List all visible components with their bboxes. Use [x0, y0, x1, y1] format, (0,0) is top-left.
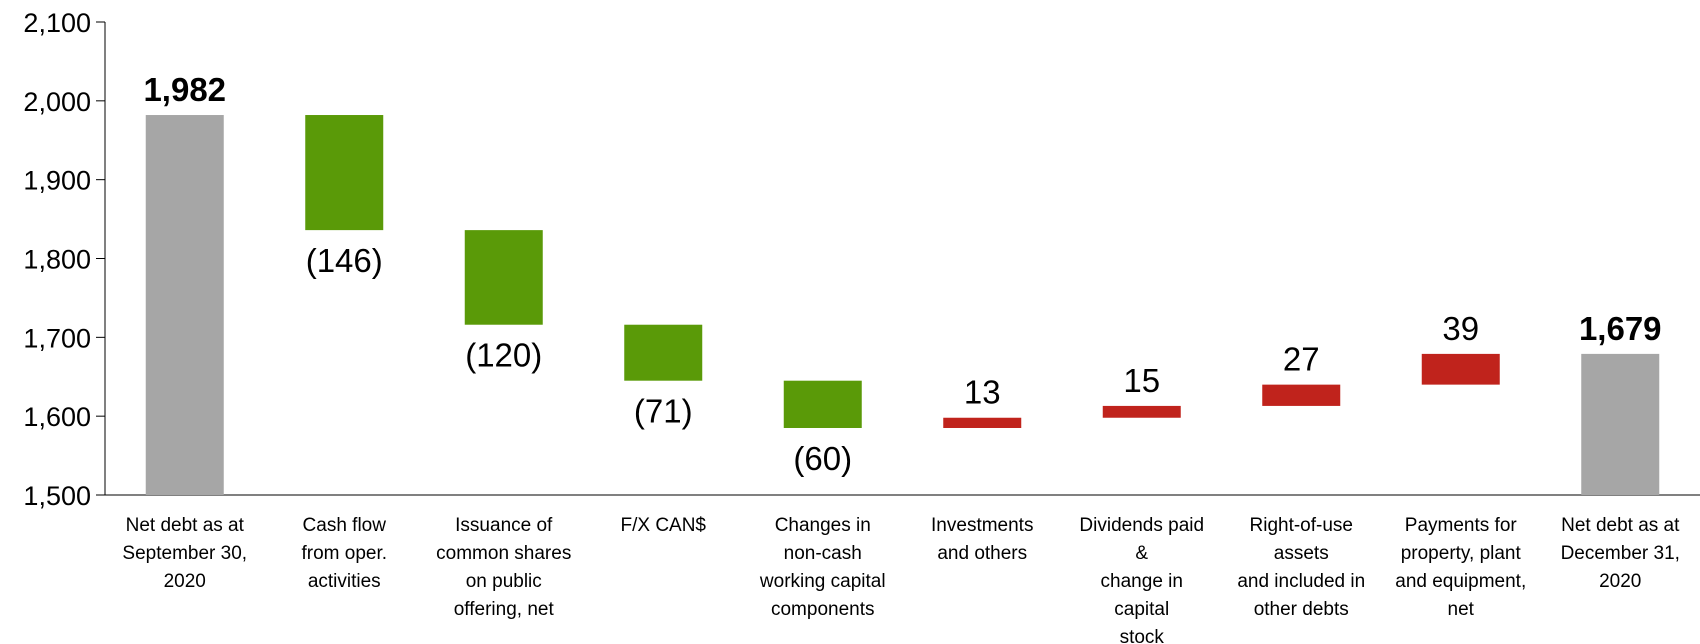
bar	[1262, 384, 1341, 406]
bar	[1581, 353, 1660, 495]
bar	[943, 417, 1022, 428]
y-tick-label: 1,700	[23, 323, 91, 353]
x-tick-label-line: Net debt as at	[1561, 515, 1680, 536]
value-label: 1,679	[1579, 310, 1662, 347]
bar	[624, 324, 703, 381]
y-tick-label: 1,800	[23, 245, 91, 275]
x-tick-label-line: from oper.	[301, 543, 387, 564]
x-tick-label: Right-of-use assets and included in other d…	[1237, 515, 1365, 620]
value-label: 13	[964, 374, 1001, 411]
x-tick-label-line: property, plant	[1401, 543, 1522, 564]
value-label: (71)	[634, 393, 693, 430]
x-tick-label: Net debt as at December 31, 2020	[1561, 515, 1681, 592]
x-tick-label-line: offering, net	[454, 599, 555, 620]
x-tick-label: Issuance of common shares on public offerin…	[436, 515, 571, 620]
value-label: (60)	[793, 440, 852, 477]
value-label: 39	[1442, 310, 1479, 347]
x-tick-label-line: Investments	[931, 515, 1033, 536]
x-tick-label-line: assets	[1274, 543, 1329, 564]
x-tick-label-line: 2020	[164, 571, 206, 592]
x-tick-label-line: working capital	[759, 571, 886, 592]
x-tick-label: Dividends paid & change in capital stock	[1079, 515, 1204, 644]
bar	[1421, 353, 1500, 385]
x-tick-label-line: Right-of-use	[1250, 515, 1354, 536]
x-tick-label-line: Cash flow	[303, 515, 387, 536]
x-tick-label-line: September 30,	[122, 543, 247, 564]
x-tick-label-line: 2020	[1599, 571, 1641, 592]
value-label: 27	[1283, 341, 1320, 378]
value-label: (146)	[306, 242, 383, 279]
x-tick-label-line: Dividends paid	[1079, 515, 1204, 536]
x-tick-label: Payments for property, plant and equipment…	[1395, 515, 1526, 620]
x-tick-label: Cash flow from oper. activities	[301, 515, 387, 592]
x-tick-label-line: change in	[1101, 571, 1183, 592]
x-tick-label-line: December 31,	[1561, 543, 1680, 564]
x-tick-label-line: Payments for	[1405, 515, 1518, 536]
x-tick-label: Investments and others	[931, 515, 1033, 564]
x-tick-label-line: on public	[466, 571, 542, 592]
x-tick-label-line: and others	[937, 543, 1027, 564]
x-tick-label-line: other debts	[1254, 599, 1349, 620]
x-tick-label-line: net	[1448, 599, 1475, 620]
bar	[145, 115, 224, 496]
x-tick-label-line: Issuance of	[455, 515, 553, 536]
y-tick-label: 1,600	[23, 402, 91, 432]
y-tick-label: 2,100	[23, 8, 91, 38]
x-tick-label: Changes in non-cash working capital compone…	[759, 515, 886, 620]
x-tick-label-line: capital	[1114, 599, 1169, 620]
value-label: (120)	[465, 337, 542, 374]
x-tick-label-line: and equipment,	[1395, 571, 1526, 592]
value-label: 15	[1123, 362, 1160, 399]
x-tick-label-line: &	[1135, 543, 1148, 564]
x-tick-label-line: activities	[308, 571, 381, 592]
bar	[783, 380, 862, 428]
x-tick-label-line: common shares	[436, 543, 571, 564]
y-tick-label: 1,900	[23, 166, 91, 196]
x-tick-label-line: stock	[1120, 627, 1165, 644]
x-tick-label: F/X CAN$	[620, 515, 706, 536]
bar	[464, 230, 543, 325]
value-label: 1,982	[143, 71, 226, 108]
y-tick-label: 1,500	[23, 481, 91, 511]
bar	[305, 115, 384, 231]
x-tick-label-line: Net debt as at	[126, 515, 245, 536]
bar	[1102, 405, 1181, 418]
y-tick-label: 2,000	[23, 87, 91, 117]
x-tick-label-line: F/X CAN$	[620, 515, 706, 536]
x-tick-label-line: and included in	[1237, 571, 1365, 592]
x-tick-label-line: Changes in	[775, 515, 871, 536]
x-tick-label: Net debt as at September 30, 2020	[122, 515, 247, 592]
x-tick-label-line: non-cash	[784, 543, 862, 564]
x-tick-label-line: components	[771, 599, 875, 620]
